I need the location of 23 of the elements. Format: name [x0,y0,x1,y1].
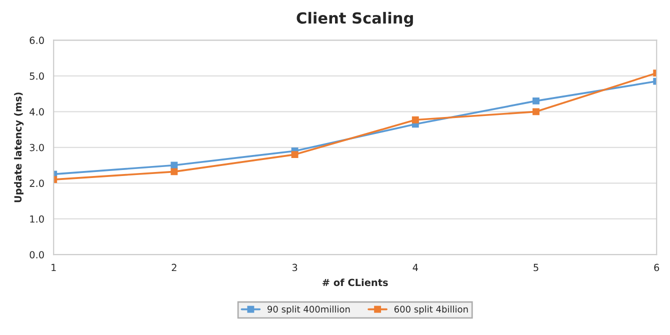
x-tick-label: 2 [172,264,176,272]
x-tick-label: 5 [534,264,538,272]
y-tick-label: 3.0 [30,144,44,152]
point [170,168,178,176]
legend-label: 600 split 4billion [394,306,468,314]
y-tick-label: 1.0 [30,215,44,223]
x-tick-label: 1 [52,264,56,272]
y-tick-label: 4.0 [30,108,44,116]
legend-label: 90 split 400million [268,306,350,314]
point [532,108,540,116]
y-axis-title: Update latency (ms) [14,92,24,202]
point [412,116,419,124]
point [291,151,298,158]
x-tick-label: 3 [292,264,298,272]
y-tick-label: 5.0 [30,72,44,80]
y-tick-label: 6.0 [30,36,44,44]
chart-title: Client Scaling [296,12,413,27]
x-tick-label: 4 [412,264,418,272]
y-tick-label: 0.0 [30,251,44,258]
y-tick-label: 2.0 [30,180,44,187]
point [532,97,540,104]
x-tick-label: 6 [654,264,660,272]
x-axis-title: # of CLients [322,278,388,286]
